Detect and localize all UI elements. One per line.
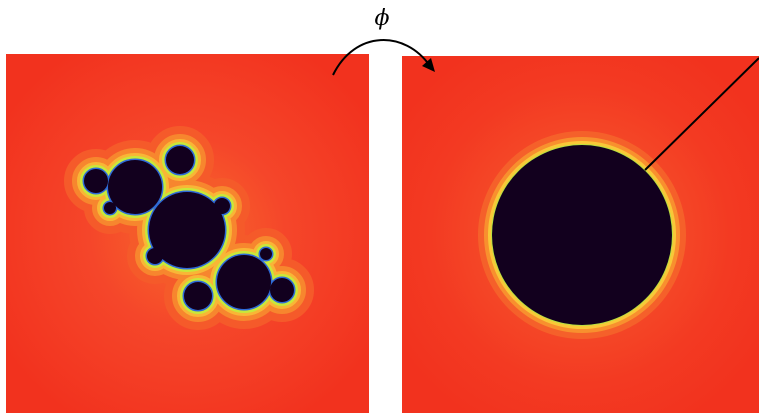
julia-panel xyxy=(6,54,369,413)
disk-panel xyxy=(402,56,759,413)
arrow-label: ϕ xyxy=(375,6,390,31)
figure: ϕ xyxy=(0,0,759,415)
